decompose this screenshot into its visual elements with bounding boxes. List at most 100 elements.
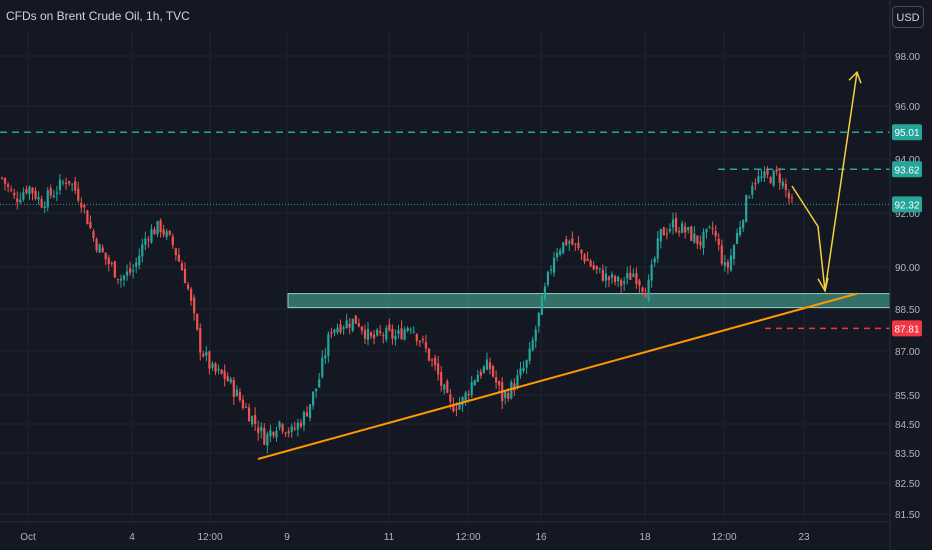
candle-body: [385, 327, 388, 340]
candle-body: [168, 230, 171, 235]
candle-body: [458, 402, 461, 410]
candle-body: [122, 275, 126, 280]
candle-body: [293, 428, 296, 430]
candle-body: [748, 197, 751, 199]
candle-body: [141, 244, 144, 257]
price-label-box: [892, 161, 922, 178]
candle-body: [80, 202, 83, 208]
candle-body: [604, 273, 607, 281]
candle-body: [290, 426, 293, 432]
candle-body: [153, 229, 156, 235]
candle-body: [717, 238, 720, 245]
candle-body: [156, 221, 159, 235]
candle-body: [382, 334, 385, 337]
candle-body: [659, 228, 662, 242]
candle-body: [46, 190, 49, 208]
candle-body: [543, 286, 546, 300]
candle-body: [354, 315, 357, 324]
candle-body: [723, 262, 726, 266]
candle-body: [757, 176, 760, 183]
candle-body: [583, 254, 586, 262]
candle-body: [766, 169, 769, 175]
time-tick-label: 12:00: [711, 532, 736, 543]
candle-body: [662, 227, 665, 236]
currency-button[interactable]: USD: [892, 6, 924, 28]
price-tick-label: 84.50: [895, 420, 920, 431]
candle-body: [214, 363, 217, 372]
candle-body: [98, 244, 101, 253]
candle-body: [565, 239, 568, 245]
candle-body: [223, 370, 226, 379]
candle-body: [193, 297, 196, 314]
candle-body: [552, 257, 556, 273]
candle-body: [217, 368, 220, 371]
time-tick-label: 16: [535, 532, 547, 543]
time-tick-label: 12:00: [455, 532, 480, 543]
price-axis[interactable]: 81.50 82.50 83.50 84.50 85.50 87.00 88.50 90.00…: [889, 0, 920, 550]
candle-body: [284, 432, 287, 434]
candle-body: [778, 173, 781, 183]
candle-body: [653, 258, 656, 263]
candle-body: [421, 338, 424, 340]
candle-body: [467, 393, 470, 396]
candle-body: [49, 188, 52, 196]
candle-body: [34, 190, 37, 199]
time-tick-label: 12:00: [197, 532, 222, 543]
candle-body: [473, 380, 476, 385]
candle-body: [531, 340, 534, 351]
candle-body: [443, 384, 446, 390]
candle-body: [641, 287, 644, 292]
arrow-down-head: [817, 277, 829, 293]
candle-body: [446, 381, 449, 393]
candle-body: [132, 270, 135, 272]
candle-body: [180, 263, 184, 271]
candle-body: [31, 187, 34, 194]
candle-body: [742, 220, 745, 229]
candle-body: [373, 334, 376, 339]
candle-body: [74, 181, 77, 191]
time-tick-label: Oct: [20, 532, 36, 543]
price-tick-label: 94.00: [895, 155, 920, 166]
candle-body: [83, 205, 86, 208]
candle-body: [498, 381, 501, 386]
candle-body: [629, 272, 632, 280]
candle-body: [318, 379, 321, 388]
candle-body: [101, 247, 104, 253]
candle-body: [510, 382, 513, 399]
candle-body: [208, 351, 211, 369]
candle-body: [635, 273, 638, 284]
support-zone-layer: [287, 293, 891, 309]
candle-body: [437, 363, 440, 375]
candle-body: [357, 323, 360, 327]
candle-body: [751, 185, 754, 196]
price-tick-label: 87.00: [895, 347, 920, 358]
candle-body: [190, 288, 193, 301]
candle-body: [129, 268, 132, 273]
candle-body: [177, 254, 180, 262]
candle-body: [540, 295, 543, 315]
candle-body: [391, 328, 394, 339]
candle-body: [406, 327, 409, 332]
price-label-box: [892, 196, 922, 213]
candle-body: [116, 278, 119, 280]
candle-body: [363, 330, 367, 339]
candle-body: [388, 324, 391, 331]
price-label-box: [892, 124, 922, 141]
candle-body: [71, 183, 74, 185]
symbol-title[interactable]: CFDs on Brent Crude Oil, 1h, TVC: [6, 9, 190, 23]
candle-body: [598, 268, 601, 270]
candle-body: [516, 375, 519, 389]
candle-body: [772, 170, 775, 186]
candle-body: [107, 257, 110, 265]
candle-body: [144, 238, 147, 245]
candle-body: [687, 227, 690, 231]
candle-body: [702, 232, 705, 249]
candle-body: [485, 359, 489, 370]
candle-body: [183, 268, 187, 284]
candle-body: [28, 186, 31, 195]
candle-body: [64, 182, 68, 184]
candle-body: [366, 328, 370, 340]
candle-body: [711, 228, 714, 230]
time-axis[interactable]: Oct 4 12:00 9 11 12:00 16 18 12:00 23: [0, 521, 890, 543]
